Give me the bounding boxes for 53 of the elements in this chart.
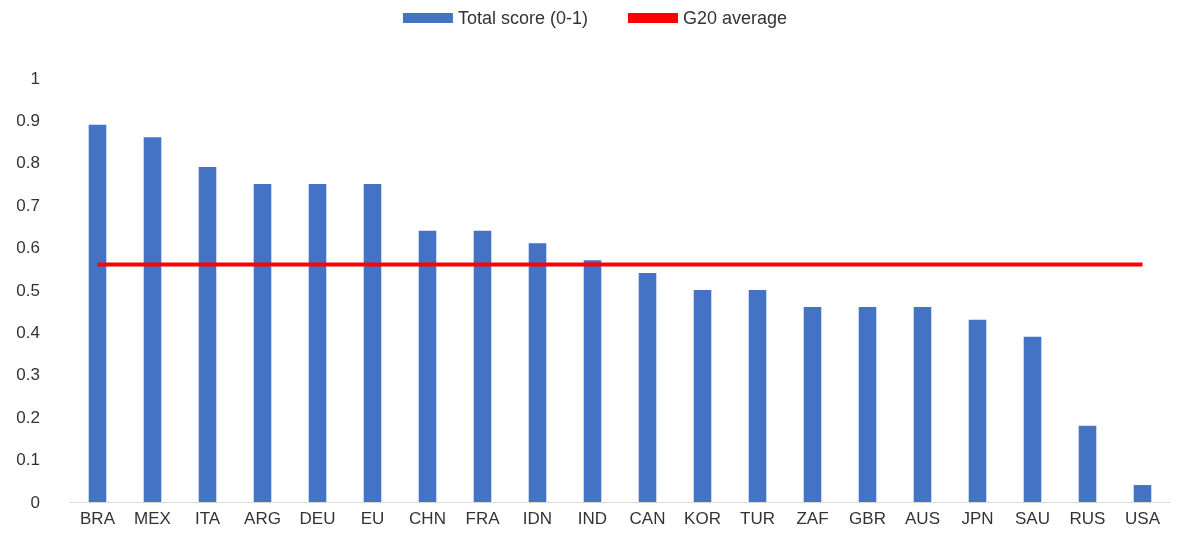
x-tick-label: ITA — [194, 509, 221, 528]
bar — [913, 306, 932, 502]
y-tick-label: 0.2 — [16, 407, 40, 427]
bar — [693, 290, 712, 502]
x-tick-label: BRA — [80, 509, 116, 528]
y-tick-label: 0.4 — [16, 322, 40, 342]
x-tick-label: USA — [1125, 509, 1161, 528]
x-tick-label: IND — [577, 509, 608, 528]
x-tick-label: ARG — [244, 509, 281, 528]
y-tick-label: 0.8 — [16, 153, 40, 173]
y-tick-label: 0.3 — [16, 365, 40, 385]
x-tick-label: ZAF — [796, 509, 829, 528]
bar — [638, 273, 657, 502]
bar — [418, 230, 437, 502]
y-tick-label: 0.7 — [16, 195, 40, 215]
bar — [1023, 336, 1042, 502]
x-tick-label: DEU — [299, 509, 336, 528]
bar — [88, 124, 107, 502]
y-tick-label: 0.1 — [16, 450, 40, 470]
x-tick-label: GBR — [849, 509, 886, 528]
y-tick-label: 1 — [30, 68, 40, 88]
x-tick-label: AUS — [905, 509, 940, 528]
bar — [803, 306, 822, 502]
x-tick-label: JPN — [961, 509, 994, 528]
bar — [198, 167, 217, 502]
legend-label: G20 average — [682, 8, 788, 28]
x-tick-label: FRA — [465, 509, 501, 528]
bar — [253, 184, 272, 502]
bar — [308, 184, 327, 502]
x-tick-label: MEX — [134, 509, 171, 528]
bar — [1078, 425, 1097, 502]
x-tick-label: TUR — [740, 509, 775, 528]
bar — [473, 230, 492, 502]
bar — [363, 184, 382, 502]
x-tick-label: KOR — [684, 509, 721, 528]
x-tick-label: CHN — [409, 509, 446, 528]
y-tick-label: 0.5 — [16, 280, 40, 300]
x-tick-label: IDN — [522, 509, 553, 528]
bar — [858, 306, 877, 502]
x-tick-label: CAN — [629, 509, 666, 528]
y-tick-label: 0 — [30, 492, 40, 512]
bar — [1133, 485, 1152, 502]
y-tick-label: 0.9 — [16, 110, 40, 130]
bar — [143, 137, 162, 502]
x-tick-label: EU — [360, 509, 385, 528]
bar — [968, 319, 987, 502]
y-tick-label: 0.6 — [16, 238, 40, 258]
bar — [528, 243, 547, 502]
x-tick-label: RUS — [1069, 509, 1106, 528]
legend-label: Total score (0-1) — [457, 8, 588, 28]
x-tick-label: SAU — [1015, 509, 1050, 528]
bar — [583, 260, 602, 502]
bar — [748, 290, 767, 502]
